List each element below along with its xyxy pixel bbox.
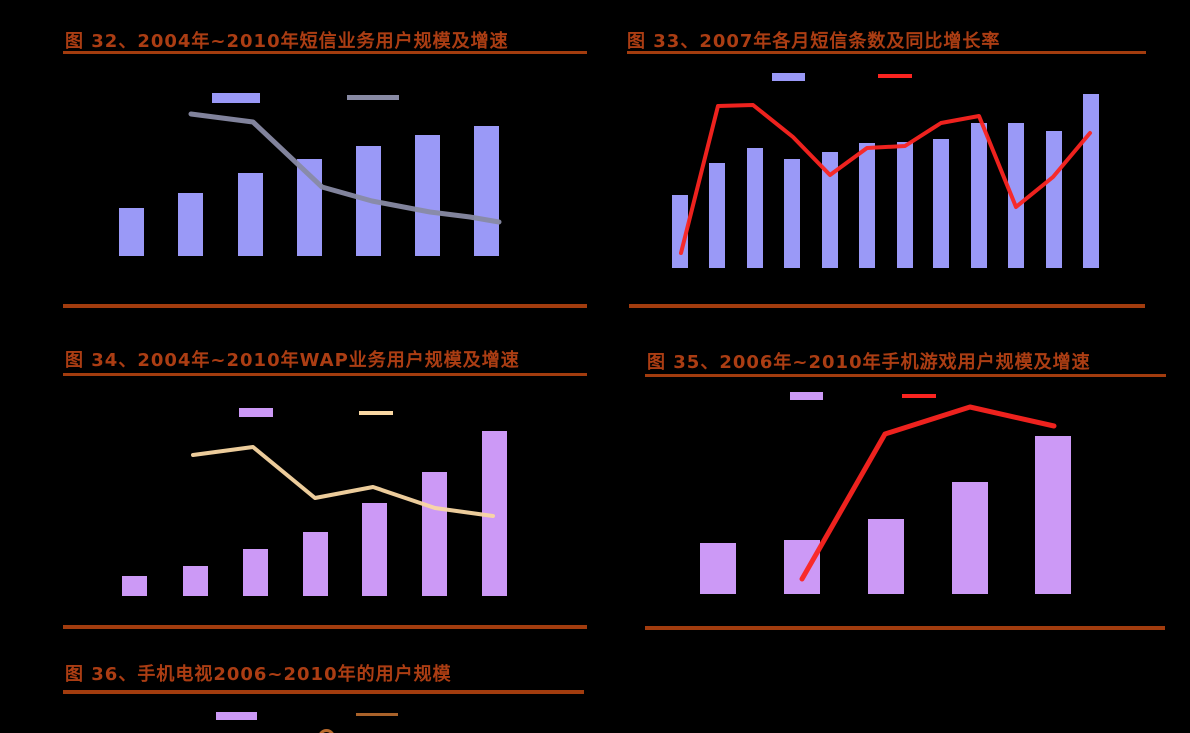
fig32-bar-2009 xyxy=(415,135,440,256)
fig35-bar-2006 xyxy=(700,543,736,594)
fig33-bar-11月 xyxy=(1046,131,1062,268)
fig35-bar-2009 xyxy=(952,482,988,594)
fig33-bar-12月 xyxy=(1083,94,1099,268)
figure-32-title: 图 32、2004年~2010年短信业务用户规模及增速 xyxy=(65,31,509,52)
figure-33-title: 图 33、2007年各月短信条数及同比增长率 xyxy=(627,31,1001,52)
fig35-bar-2010 xyxy=(1035,436,1071,594)
fig34-legend-bar-swatch xyxy=(239,408,273,417)
fig35-legend-bar-swatch xyxy=(790,392,823,400)
fig33-legend-line-swatch xyxy=(878,74,912,78)
fig34-bar-2007 xyxy=(303,532,328,596)
fig33-line xyxy=(679,103,1092,255)
fig32-legend-bar-swatch xyxy=(212,93,260,103)
fig32-bar-2007 xyxy=(297,159,322,256)
fig33-legend-bar-swatch xyxy=(772,73,805,81)
fig32-bar-2008 xyxy=(356,146,381,256)
figure-34-title: 图 34、2004年~2010年WAP业务用户规模及增速 xyxy=(65,350,520,371)
figure-36-title-rule xyxy=(63,690,584,694)
fig33-bar-7月 xyxy=(897,142,913,268)
fig33-bar-5月 xyxy=(822,152,838,268)
figure-35-title: 图 35、2006年~2010年手机游戏用户规模及增速 xyxy=(647,352,1091,373)
fig36-legend-line-swatch xyxy=(356,713,398,716)
fig36-legend-bar-swatch xyxy=(216,712,257,720)
fig33-bar-2月 xyxy=(709,163,725,268)
figure-35-bottom-rule xyxy=(645,626,1165,630)
fig35-bar-2008 xyxy=(868,519,904,594)
figure-34-title-rule xyxy=(63,373,587,376)
fig34-bar-2010 xyxy=(482,431,507,596)
fig32-legend-line-swatch xyxy=(347,95,399,100)
fig34-bar-2004 xyxy=(122,576,147,596)
fig33-bar-8月 xyxy=(933,139,949,268)
fig33-bar-6月 xyxy=(859,143,875,268)
fig34-bar-2008 xyxy=(362,503,387,596)
partial-circle-marker xyxy=(318,729,335,733)
fig32-bar-2005 xyxy=(178,193,203,256)
fig33-bar-3月 xyxy=(747,148,763,268)
figure-35-title-rule xyxy=(645,374,1166,377)
figure-33-bottom-rule xyxy=(629,304,1145,308)
fig34-bar-2006 xyxy=(243,549,268,596)
fig33-bar-10月 xyxy=(1008,123,1024,268)
fig32-bar-2006 xyxy=(238,173,263,256)
figure-34-bottom-rule xyxy=(63,625,587,629)
figure-33-title-rule xyxy=(627,51,1146,54)
fig32-bar-2010 xyxy=(474,126,499,256)
fig34-legend-line-swatch xyxy=(359,411,393,415)
fig33-bar-4月 xyxy=(784,159,800,268)
fig34-bar-2009 xyxy=(422,472,447,596)
fig34-bar-2005 xyxy=(183,566,208,596)
fig34-line xyxy=(191,445,495,518)
fig35-legend-line-swatch xyxy=(902,394,936,398)
fig35-line xyxy=(799,404,1057,582)
fig33-bar-1月 xyxy=(672,195,688,268)
figure-32-bottom-rule xyxy=(63,304,587,308)
fig32-bar-2004 xyxy=(119,208,144,256)
fig33-bar-9月 xyxy=(971,123,987,268)
figure-36-title: 图 36、手机电视2006~2010年的用户规模 xyxy=(65,664,452,685)
fig35-bar-2007 xyxy=(784,540,820,594)
figure-32-title-rule xyxy=(63,51,587,54)
